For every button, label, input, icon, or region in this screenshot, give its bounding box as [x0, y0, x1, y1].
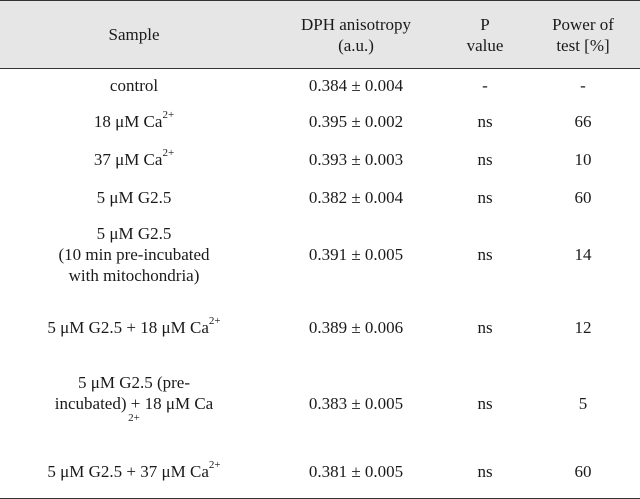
- cell-sample: 5 μM G2.5 (pre- incubated) + 18 μM Ca 2+: [54, 373, 214, 425]
- header-p-value: P value: [444, 0, 526, 69]
- cell-p-value: ns: [477, 394, 493, 413]
- cell-p-value: ns: [477, 112, 493, 131]
- cell-anisotropy: 0.395 ± 0.002: [308, 112, 404, 131]
- cell-sample: 5 μM G2.5 (10 min pre-incubated with mit…: [58, 224, 210, 285]
- cell-anisotropy: 0.391 ± 0.005: [308, 245, 404, 264]
- cell-power: 10: [574, 150, 592, 169]
- cell-anisotropy: 0.393 ± 0.003: [308, 150, 404, 169]
- cell-power: 5: [578, 394, 588, 413]
- cell-sample: 5 μM G2.5 + 37 μM Ca2+: [0, 444, 268, 499]
- table-row: 18 μM Ca2+ 0.395 ± 0.002 ns 66: [0, 103, 640, 141]
- cell-sample: 18 μM Ca2+: [93, 109, 175, 131]
- header-sample: Sample: [0, 0, 268, 69]
- cell-p-value: -: [482, 76, 488, 96]
- cell-p-value: ns: [477, 188, 493, 207]
- table-row: 37 μM Ca2+ 0.393 ± 0.003 ns 10: [0, 141, 640, 179]
- cell-p-value: ns: [477, 318, 493, 337]
- cell-sample: 37 μM Ca2+: [93, 147, 175, 169]
- table-row: 5 μM G2.5 (pre- incubated) + 18 μM Ca 2+ …: [0, 363, 640, 445]
- cell-anisotropy: 0.383 ± 0.005: [308, 394, 404, 413]
- table-row: 5 μM G2.5 0.382 ± 0.004 ns 60: [0, 179, 640, 217]
- header-power: Power of test [%]: [526, 0, 640, 69]
- cell-anisotropy: 0.382 ± 0.004: [308, 188, 404, 207]
- cell-power: 66: [574, 112, 592, 131]
- table-row: 5 μM G2.5 + 37 μM Ca2+ 0.381 ± 0.005 ns …: [0, 444, 640, 499]
- table-row: control 0.384 ± 0.004 - -: [0, 69, 640, 103]
- cell-p-value: ns: [477, 150, 493, 169]
- cell-p-value: ns: [477, 245, 493, 264]
- cell-power: -: [580, 76, 586, 96]
- cell-sample: 5 μM G2.5: [96, 188, 172, 207]
- cell-anisotropy: 0.389 ± 0.006: [308, 318, 404, 337]
- table-header-row: Sample DPH anisotropy (a.u.) P value Pow…: [0, 0, 640, 69]
- cell-power: 60: [574, 188, 592, 207]
- cell-anisotropy: 0.381 ± 0.005: [268, 444, 444, 499]
- cell-power: 60: [526, 444, 640, 499]
- header-anisotropy: DPH anisotropy (a.u.): [268, 0, 444, 69]
- cell-power: 14: [574, 245, 592, 264]
- cell-sample: 5 μM G2.5 + 18 μM Ca2+: [47, 315, 221, 337]
- cell-anisotropy: 0.384 ± 0.004: [308, 76, 404, 96]
- cell-p-value: ns: [444, 444, 526, 499]
- table-row: 5 μM G2.5 + 18 μM Ca2+ 0.389 ± 0.006 ns …: [0, 293, 640, 363]
- table-row: 5 μM G2.5 (10 min pre-incubated with mit…: [0, 217, 640, 293]
- cell-sample: control: [109, 76, 159, 96]
- cell-power: 12: [574, 318, 592, 337]
